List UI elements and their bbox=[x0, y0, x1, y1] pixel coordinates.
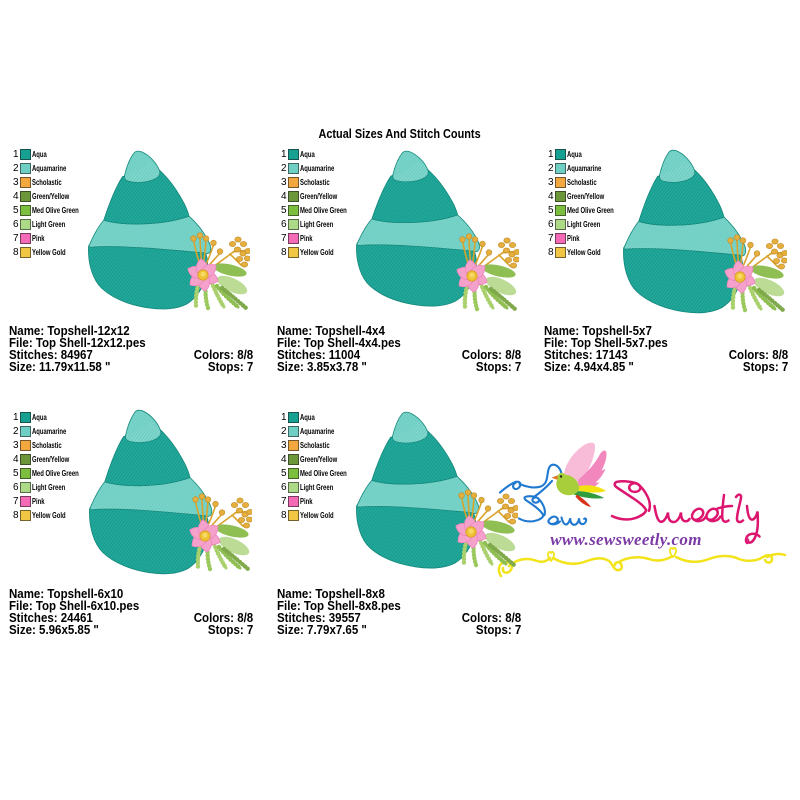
svg-text:www.sewsweetly.com: www.sewsweetly.com bbox=[550, 530, 701, 549]
